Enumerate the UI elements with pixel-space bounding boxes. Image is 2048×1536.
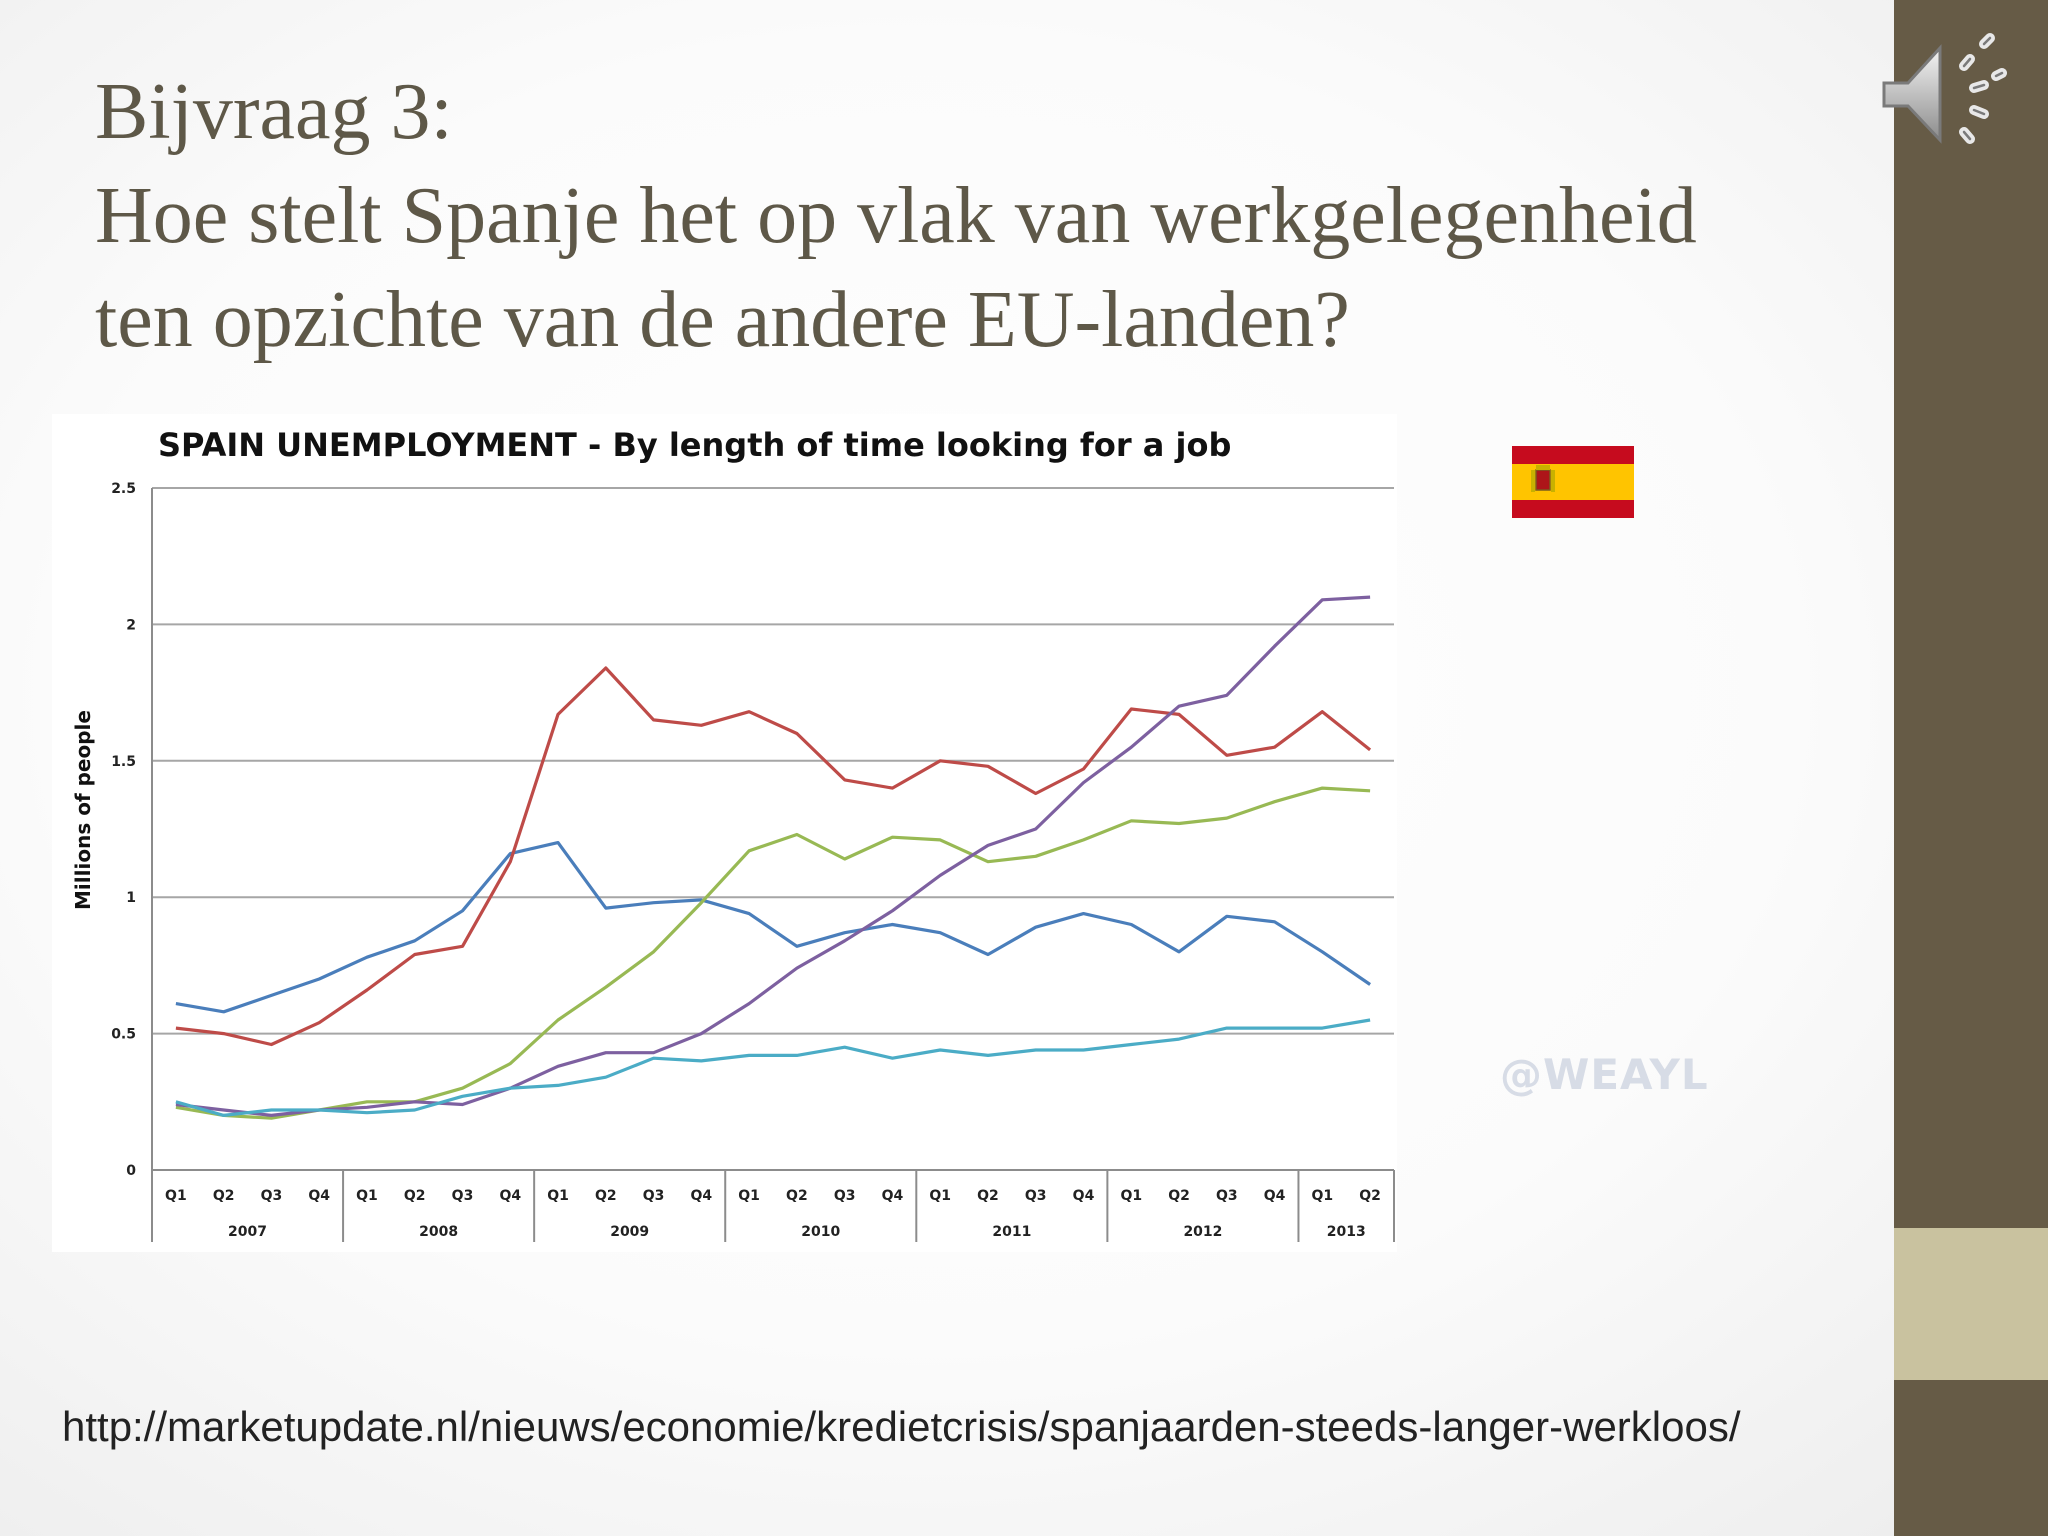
chart-title: SPAIN UNEMPLOYMENT - By length of time l… xyxy=(158,426,1231,464)
year-label: 2009 xyxy=(610,1224,649,1240)
x-tick-label: Q3 xyxy=(452,1188,474,1204)
x-tick-label: Q3 xyxy=(643,1188,665,1204)
y-tick-label: 2 xyxy=(126,617,136,633)
chart-axes: 0 0.5 1 1.5 2 2.5 Q1 Q2 Q3 Q4 Q1 Q2 Q3 Q4 Q1 Q2 Q3 Q4 Q1 Q2… xyxy=(111,481,1395,1242)
y-tick-label: 1 xyxy=(126,890,136,906)
x-tick-label: Q3 xyxy=(1025,1188,1047,1204)
series-line-1 xyxy=(175,841,1372,1014)
x-tick-label: Q1 xyxy=(547,1188,569,1204)
year-label: 2008 xyxy=(419,1224,458,1240)
x-tick-label: Q2 xyxy=(1359,1188,1381,1204)
year-label: 2011 xyxy=(992,1224,1031,1240)
year-label: 2012 xyxy=(1183,1224,1222,1240)
year-label: 2010 xyxy=(801,1224,840,1240)
sidebar-accent-block xyxy=(1894,1228,2048,1380)
speaker-icon[interactable] xyxy=(1878,28,2008,158)
slide-title-line-3: ten opzichte van de andere EU-landen? xyxy=(95,276,1350,364)
series-line-4 xyxy=(175,595,1371,1118)
x-tick-label: Q3 xyxy=(834,1188,856,1204)
x-tick-label: Q2 xyxy=(595,1188,617,1204)
chart-series xyxy=(175,595,1372,1120)
spain-flag-icon xyxy=(1512,446,1634,518)
slide-title-line-1: Bijvraag 3: xyxy=(95,68,453,156)
x-tick-label: Q4 xyxy=(882,1188,904,1204)
x-tick-label: Q1 xyxy=(165,1188,187,1204)
slide-title: Bijvraag 3: Hoe stelt Spanje het op vlak… xyxy=(95,60,1875,372)
slide-title-line-2: Hoe stelt Spanje het op vlak van werkgel… xyxy=(95,172,1697,260)
x-tick-label: Q2 xyxy=(1168,1188,1190,1204)
chart-gridlines xyxy=(152,487,1394,1035)
x-tick-label: Q4 xyxy=(499,1188,521,1204)
year-label: 2013 xyxy=(1327,1224,1366,1240)
y-axis-label: Millions of people xyxy=(71,710,95,910)
x-tick-label: Q4 xyxy=(691,1188,713,1204)
y-tick-label: 0.5 xyxy=(111,1027,136,1043)
x-tick-label: Q2 xyxy=(404,1188,426,1204)
x-tick-label: Q1 xyxy=(738,1188,760,1204)
x-tick-label: Q1 xyxy=(929,1188,951,1204)
series-line-5 xyxy=(175,1018,1371,1118)
source-url-link[interactable]: http://marketupdate.nl/nieuws/economie/k… xyxy=(62,1403,1741,1450)
series-line-3 xyxy=(175,786,1371,1120)
year-label: 2007 xyxy=(228,1224,267,1240)
x-tick-label: Q3 xyxy=(261,1188,283,1204)
chart-panel: SPAIN UNEMPLOYMENT - By length of time l… xyxy=(52,414,1397,1252)
x-tick-label: Q2 xyxy=(977,1188,999,1204)
x-tick-label: Q2 xyxy=(213,1188,235,1204)
x-tick-label: Q4 xyxy=(308,1188,330,1204)
x-tick-label: Q4 xyxy=(1264,1188,1286,1204)
x-tick-label: Q4 xyxy=(1073,1188,1095,1204)
x-tick-label: Q2 xyxy=(786,1188,808,1204)
x-tick-label: Q1 xyxy=(356,1188,378,1204)
x-tick-label: Q1 xyxy=(1120,1188,1142,1204)
watermark-text: @WEAYL xyxy=(1500,1050,1709,1099)
unemployment-chart: SPAIN UNEMPLOYMENT - By length of time l… xyxy=(71,426,1395,1242)
series-line-2 xyxy=(175,666,1372,1047)
x-tick-label: Q3 xyxy=(1216,1188,1238,1204)
y-tick-label: 0 xyxy=(126,1163,136,1179)
x-tick-label: Q1 xyxy=(1312,1188,1334,1204)
y-tick-label: 1.5 xyxy=(111,754,136,770)
y-tick-label: 2.5 xyxy=(111,481,136,497)
